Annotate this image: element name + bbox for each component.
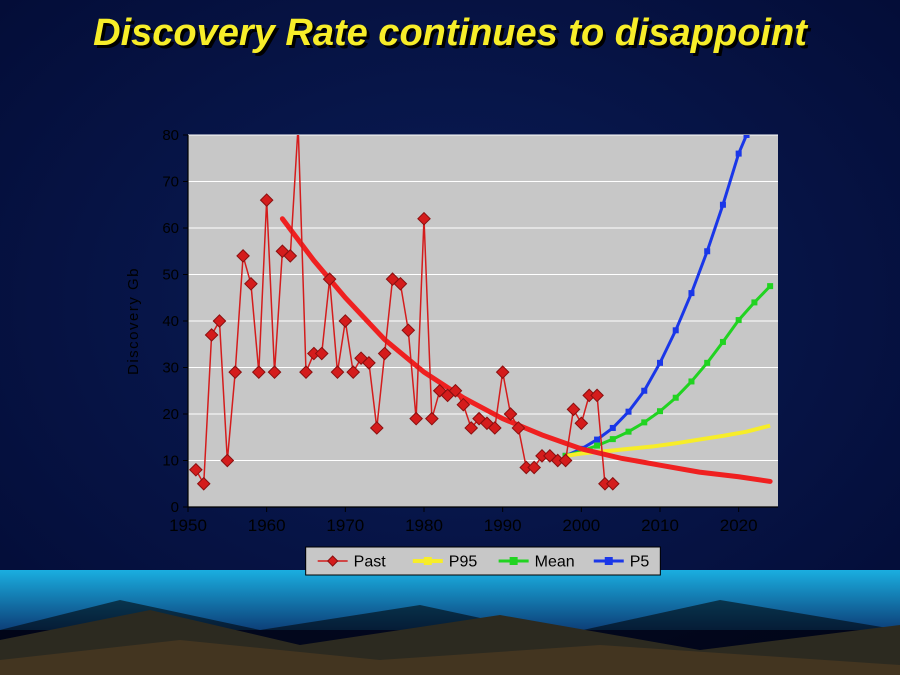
y-axis-label: Discovery Gb [125, 267, 142, 375]
y-tick-label: 50 [162, 267, 179, 284]
x-tick-label: 2020 [720, 516, 758, 535]
y-tick-label: 40 [162, 313, 179, 330]
y-tick-label: 0 [171, 499, 179, 516]
discovery-chart: 0 10 20 30 40 50 60 70 80 Discovery Gb 1950 1960 197… [110, 125, 790, 585]
x-tick-label: 2000 [562, 516, 600, 535]
x-tick-label: 1980 [405, 516, 443, 535]
y-tick-label: 10 [162, 453, 179, 470]
slide: Discovery Rate continues to disappoint 0… [0, 0, 900, 675]
legend-label: P5 [630, 554, 650, 571]
x-tick-label: 2010 [641, 516, 679, 535]
chart-svg: 0 10 20 30 40 50 60 70 80 Discovery Gb 1950 1960 197… [110, 125, 790, 585]
slide-title: Discovery Rate continues to disappoint [0, 12, 900, 55]
x-tick-label: 1960 [248, 516, 286, 535]
legend-label: Mean [535, 554, 575, 571]
legend-label: P95 [449, 554, 478, 571]
x-tick-label: 1970 [326, 516, 364, 535]
y-tick-label: 60 [162, 220, 179, 237]
legend-label: Past [354, 554, 387, 571]
y-tick-label: 80 [162, 127, 179, 144]
y-tick-label: 30 [162, 360, 179, 377]
x-tick-label: 1990 [484, 516, 522, 535]
y-tick-label: 20 [162, 406, 179, 423]
y-tick-label: 70 [162, 174, 179, 191]
x-tick-label: 1950 [169, 516, 207, 535]
